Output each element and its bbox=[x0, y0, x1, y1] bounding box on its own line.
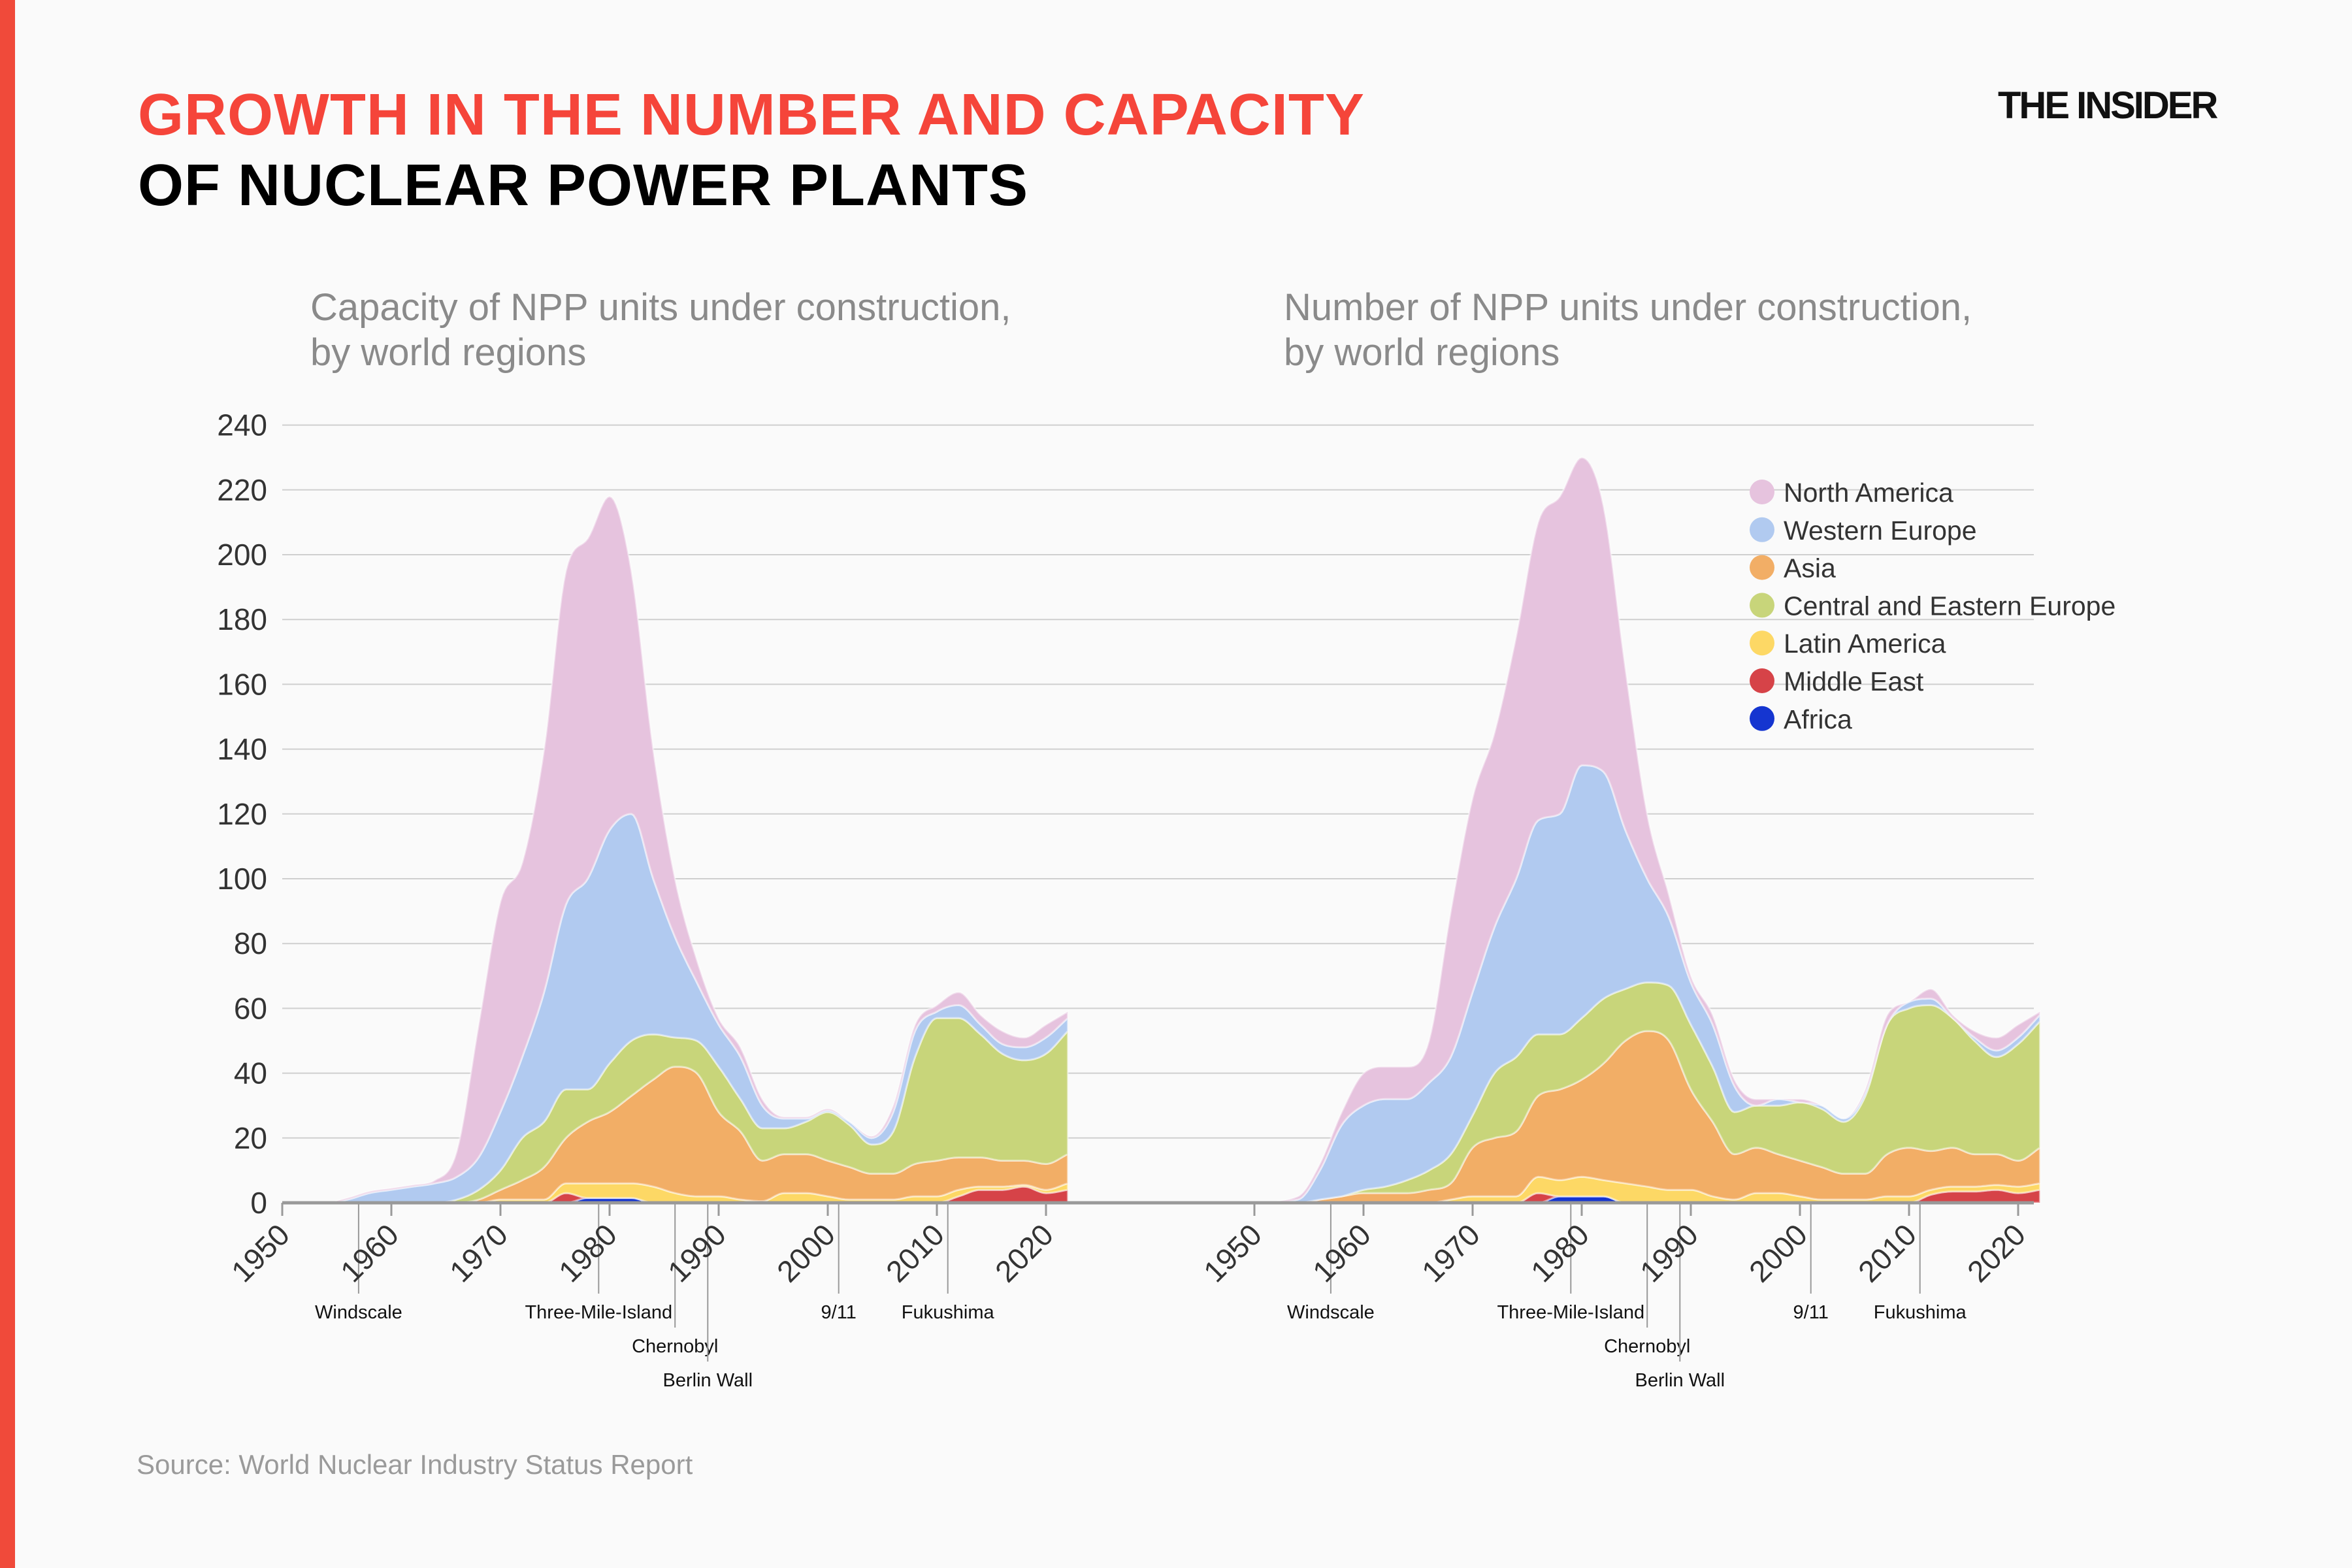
legend-swatch bbox=[1750, 555, 1774, 580]
chart-title-capacity: Capacity of NPP units under construction… bbox=[310, 285, 1011, 375]
y-tick-label: 100 bbox=[217, 862, 267, 896]
event-label: Three-Mile-Island bbox=[525, 1302, 672, 1323]
legend-swatch bbox=[1750, 630, 1774, 656]
y-tick-label: 220 bbox=[217, 473, 267, 507]
legend-label: Asia bbox=[1784, 553, 1836, 583]
y-tick-label: 20 bbox=[234, 1121, 267, 1155]
event-label: Windscale bbox=[1287, 1302, 1375, 1323]
y-tick-label: 40 bbox=[234, 1056, 267, 1090]
chart-title-line: Capacity of NPP units under construction… bbox=[310, 286, 1011, 329]
x-tick-label: 1970 bbox=[1415, 1217, 1486, 1288]
y-tick-label: 120 bbox=[217, 797, 267, 831]
event-label: Chernobyl bbox=[632, 1336, 718, 1357]
legend-label: Central and Eastern Europe bbox=[1784, 591, 2115, 621]
legend-swatch bbox=[1750, 517, 1774, 542]
x-tick-label: 1980 bbox=[1524, 1217, 1595, 1288]
x-tick-label: 2010 bbox=[879, 1217, 951, 1288]
title-line-2: OF NUCLEAR POWER PLANTS bbox=[138, 153, 1028, 218]
source-note: Source: World Nuclear Industry Status Re… bbox=[137, 1449, 693, 1480]
legend-label: Western Europe bbox=[1784, 515, 1977, 546]
area-asia bbox=[282, 1066, 1069, 1204]
event-label: Windscale bbox=[315, 1302, 402, 1323]
y-tick-label: 160 bbox=[217, 667, 267, 701]
y-tick-label: 0 bbox=[250, 1186, 267, 1220]
area-north-america bbox=[1254, 456, 2041, 1204]
title-line-1: GROWTH IN THE NUMBER AND CAPACITY bbox=[138, 82, 1365, 148]
y-tick-label: 240 bbox=[217, 408, 267, 442]
page-title: GROWTH IN THE NUMBER AND CAPACITY OF NUC… bbox=[138, 80, 1365, 221]
x-tick-label: 2000 bbox=[770, 1217, 841, 1288]
x-tick-label: 1970 bbox=[443, 1217, 514, 1288]
legend-swatch bbox=[1750, 593, 1774, 618]
legend-label: Middle East bbox=[1784, 666, 1924, 696]
legend-label: North America bbox=[1784, 478, 1953, 508]
x-tick-label: 1990 bbox=[1633, 1217, 1705, 1288]
area-western-europe bbox=[282, 813, 1069, 1204]
x-tick-label: 2020 bbox=[988, 1217, 1060, 1288]
legend: North America Western Europe Asia Central a… bbox=[1750, 478, 2115, 734]
logo: THE INSIDER bbox=[1998, 84, 2218, 127]
x-tick-label: 1950 bbox=[1197, 1217, 1268, 1288]
x-tick-label: 1950 bbox=[225, 1217, 296, 1288]
event-label: Fukushima bbox=[902, 1302, 995, 1323]
chart-title-line: by world regions bbox=[1284, 331, 1560, 374]
event-label: 9/11 bbox=[1793, 1302, 1829, 1323]
x-tick-label: 1960 bbox=[1306, 1217, 1377, 1288]
x-tick-label: 1990 bbox=[661, 1217, 732, 1288]
event-label: Fukushima bbox=[1874, 1302, 1967, 1323]
y-tick-label: 140 bbox=[217, 732, 267, 766]
legend-swatch bbox=[1750, 706, 1774, 731]
x-tick-label: 2010 bbox=[1852, 1217, 1923, 1288]
y-tick-label: 80 bbox=[234, 926, 267, 960]
y-tick-label: 180 bbox=[217, 602, 267, 636]
chart-title-number: Number of NPP units under construction, … bbox=[1284, 285, 1972, 375]
accent-bar bbox=[0, 0, 15, 1568]
event-label: 9/11 bbox=[821, 1302, 857, 1323]
event-label: Chernobyl bbox=[1604, 1336, 1690, 1357]
legend-label: Latin America bbox=[1784, 629, 1946, 659]
y-tick-label: 200 bbox=[217, 538, 267, 572]
event-label: Berlin Wall bbox=[1635, 1370, 1725, 1391]
x-tick-label: 2000 bbox=[1742, 1217, 1814, 1288]
legend-label: Africa bbox=[1784, 704, 1852, 734]
legend-swatch bbox=[1750, 480, 1774, 504]
x-tick-label: 1960 bbox=[334, 1217, 405, 1288]
x-tick-label: 1980 bbox=[552, 1217, 623, 1288]
x-tick-label: 2020 bbox=[1961, 1217, 2032, 1288]
y-tick-label: 60 bbox=[234, 991, 267, 1025]
legend-swatch bbox=[1750, 668, 1774, 693]
chart-title-line: by world regions bbox=[310, 331, 587, 374]
event-label: Berlin Wall bbox=[663, 1370, 753, 1391]
chart-title-line: Number of NPP units under construction, bbox=[1284, 286, 1972, 329]
area-north-america bbox=[282, 495, 1069, 1204]
area-central-and-eastern-europe bbox=[1254, 981, 2041, 1204]
event-label: Three-Mile-Island bbox=[1497, 1302, 1644, 1323]
area-western-europe bbox=[1254, 764, 2041, 1204]
